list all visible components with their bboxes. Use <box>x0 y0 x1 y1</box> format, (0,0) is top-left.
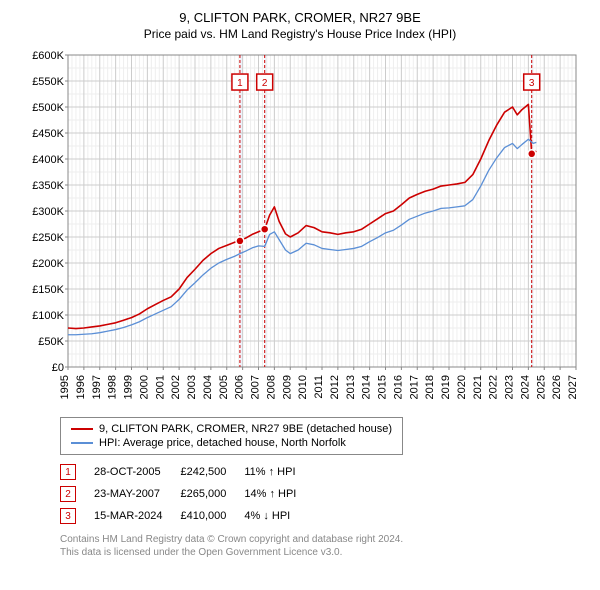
chart-container: 9, CLIFTON PARK, CROMER, NR27 9BE Price … <box>0 0 600 569</box>
sale-date-1: 28-OCT-2005 <box>94 461 180 483</box>
sale-price-2: £265,000 <box>180 483 244 505</box>
sale-delta-3: 4% ↓ HPI <box>244 505 314 527</box>
svg-text:2015: 2015 <box>377 375 389 399</box>
svg-text:£150K: £150K <box>32 284 64 296</box>
svg-text:2026: 2026 <box>551 375 563 399</box>
legend-label-property: 9, CLIFTON PARK, CROMER, NR27 9BE (detac… <box>99 423 392 435</box>
attribution: Contains HM Land Registry data © Crown c… <box>60 533 590 559</box>
legend-label-hpi: HPI: Average price, detached house, Nort… <box>99 437 346 449</box>
sale-marker-1: 1 <box>60 464 76 480</box>
svg-text:2010: 2010 <box>297 375 309 399</box>
svg-text:£0: £0 <box>52 362 64 374</box>
svg-text:£500K: £500K <box>32 102 64 114</box>
svg-text:2001: 2001 <box>154 375 166 399</box>
svg-text:3: 3 <box>529 78 535 89</box>
svg-text:£600K: £600K <box>32 50 64 62</box>
svg-text:2007: 2007 <box>250 375 262 399</box>
svg-text:2024: 2024 <box>519 375 531 399</box>
svg-text:2008: 2008 <box>265 375 277 399</box>
legend-swatch-property <box>71 428 93 430</box>
svg-text:2002: 2002 <box>170 375 182 399</box>
sales-table: 1 28-OCT-2005 £242,500 11% ↑ HPI 2 23-MA… <box>60 461 314 527</box>
sale-date-3: 15-MAR-2024 <box>94 505 180 527</box>
svg-text:£200K: £200K <box>32 258 64 270</box>
sale-row-1: 1 28-OCT-2005 £242,500 11% ↑ HPI <box>60 461 314 483</box>
svg-text:2000: 2000 <box>138 375 150 399</box>
svg-text:2013: 2013 <box>345 375 357 399</box>
svg-text:2027: 2027 <box>567 375 579 399</box>
chart-plot-area: £0 £50K £100K £150K £200K £250K £300K £350K £400… <box>20 49 580 409</box>
sale-price-1: £242,500 <box>180 461 244 483</box>
sale-marker-2: 2 <box>60 486 76 502</box>
svg-text:£100K: £100K <box>32 310 64 322</box>
chart-subtitle: Price paid vs. HM Land Registry's House … <box>10 27 590 41</box>
svg-text:2006: 2006 <box>234 375 246 399</box>
sale-marker-3: 3 <box>60 508 76 524</box>
legend-swatch-hpi <box>71 442 93 444</box>
svg-text:£350K: £350K <box>32 180 64 192</box>
sale-price-3: £410,000 <box>180 505 244 527</box>
svg-text:2022: 2022 <box>488 375 500 399</box>
svg-text:1: 1 <box>237 78 243 89</box>
svg-text:2009: 2009 <box>281 375 293 399</box>
svg-text:£300K: £300K <box>32 206 64 218</box>
svg-text:2017: 2017 <box>408 375 420 399</box>
svg-text:1999: 1999 <box>123 375 135 399</box>
sale-date-2: 23-MAY-2007 <box>94 483 180 505</box>
legend-box: 9, CLIFTON PARK, CROMER, NR27 9BE (detac… <box>60 417 403 455</box>
svg-text:2019: 2019 <box>440 375 452 399</box>
svg-text:1996: 1996 <box>75 375 87 399</box>
chart-title: 9, CLIFTON PARK, CROMER, NR27 9BE <box>10 10 590 25</box>
svg-text:2005: 2005 <box>218 375 230 399</box>
svg-text:2004: 2004 <box>202 375 214 399</box>
sale-delta-2: 14% ↑ HPI <box>244 483 314 505</box>
svg-text:2020: 2020 <box>456 375 468 399</box>
attribution-line1: Contains HM Land Registry data © Crown c… <box>60 533 590 546</box>
svg-text:2018: 2018 <box>424 375 436 399</box>
svg-text:£400K: £400K <box>32 154 64 166</box>
sale-row-3: 3 15-MAR-2024 £410,000 4% ↓ HPI <box>60 505 314 527</box>
sale-row-2: 2 23-MAY-2007 £265,000 14% ↑ HPI <box>60 483 314 505</box>
legend-row-property: 9, CLIFTON PARK, CROMER, NR27 9BE (detac… <box>71 422 392 436</box>
svg-text:2: 2 <box>262 78 268 89</box>
svg-text:2003: 2003 <box>186 375 198 399</box>
attribution-line2: This data is licensed under the Open Gov… <box>60 546 590 559</box>
chart-svg: £0 £50K £100K £150K £200K £250K £300K £350K £400… <box>20 49 580 409</box>
svg-text:1995: 1995 <box>59 375 71 399</box>
svg-text:£550K: £550K <box>32 76 64 88</box>
svg-text:£50K: £50K <box>38 336 64 348</box>
svg-text:2014: 2014 <box>361 375 373 399</box>
legend-row-hpi: HPI: Average price, detached house, Nort… <box>71 436 392 450</box>
svg-text:1998: 1998 <box>107 375 119 399</box>
svg-text:2023: 2023 <box>504 375 516 399</box>
svg-text:2025: 2025 <box>535 375 547 399</box>
svg-text:2012: 2012 <box>329 375 341 399</box>
svg-text:£450K: £450K <box>32 128 64 140</box>
sale-delta-1: 11% ↑ HPI <box>244 461 314 483</box>
svg-text:2016: 2016 <box>392 375 404 399</box>
svg-text:1997: 1997 <box>91 375 103 399</box>
svg-text:£250K: £250K <box>32 232 64 244</box>
svg-text:2021: 2021 <box>472 375 484 399</box>
svg-text:2011: 2011 <box>313 375 325 399</box>
